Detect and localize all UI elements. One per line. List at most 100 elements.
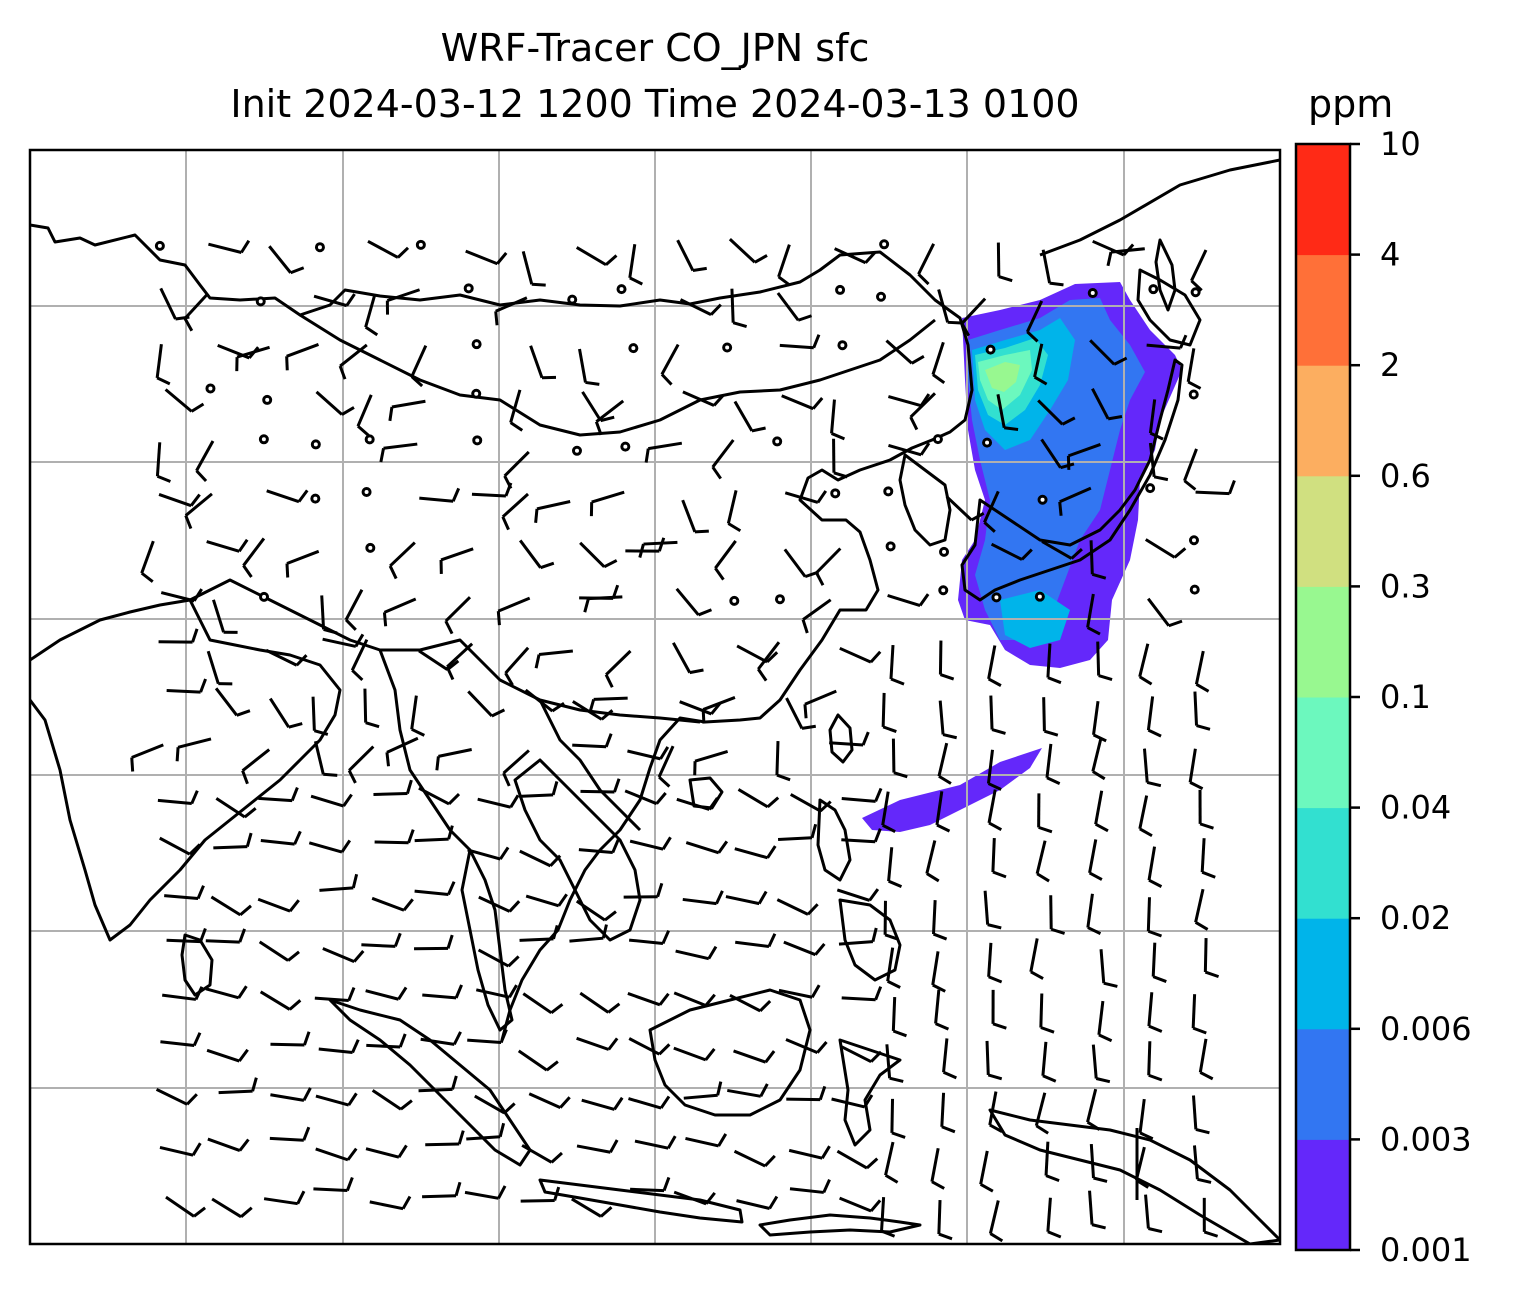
calm-marker [1188, 389, 1199, 400]
map-title-line2: Init 2024-03-12 1200 Time 2024-03-13 010… [230, 82, 1080, 126]
colorbar: 0.001 0.003 0.006 0.02 0.04 0.1 0.3 0.6 2 4 10 [1294, 125, 1472, 1269]
wind-barb [519, 924, 559, 942]
wind-barb [1190, 249, 1208, 292]
wind-barb [1191, 1095, 1210, 1135]
wind-barb [1044, 1141, 1060, 1183]
wind-barb [1041, 1041, 1057, 1083]
wind-barb [285, 549, 320, 578]
wind-barb [205, 928, 247, 944]
wind-barb [263, 1190, 306, 1206]
colorbar-segment [1296, 475, 1350, 587]
wind-barb [521, 1144, 563, 1164]
wind-barb [140, 540, 155, 583]
wind-barb [777, 244, 791, 287]
wind-barb [931, 951, 946, 993]
colorbar-segment [1296, 697, 1350, 809]
wind-barb [623, 882, 664, 899]
colorbar-segment [1296, 807, 1350, 919]
wind-barb [164, 388, 205, 413]
wind-barb [989, 695, 1006, 735]
wind-barb [789, 1179, 831, 1194]
wind-barb [517, 1049, 559, 1072]
wind-barb [356, 394, 373, 437]
wind-barb [841, 828, 882, 844]
wind-barb [422, 984, 463, 1000]
wind-barb [1191, 994, 1207, 1035]
wind-barb [580, 778, 621, 794]
wind-barb [815, 547, 842, 586]
wind-barb [736, 1195, 779, 1210]
map-gridlines [30, 150, 1280, 1244]
map-frame [28, 148, 1282, 1246]
calm-marker [879, 239, 890, 250]
coastlines [30, 158, 1280, 1244]
wind-barb [979, 1150, 994, 1193]
wind-barb [628, 1037, 671, 1056]
wind-barb [1089, 1143, 1108, 1183]
wind-barb [1086, 1088, 1101, 1131]
wind-barb [258, 940, 300, 962]
wind-barb [206, 1048, 249, 1063]
wind-barb [208, 239, 251, 254]
wind-barb [803, 689, 837, 719]
colorbar-tick-label: 0.04 [1380, 789, 1451, 827]
wind-barb [313, 1176, 354, 1193]
colorbar-segment [1296, 586, 1350, 698]
coast-hokkaido [1136, 268, 1202, 347]
wind-barb [371, 1089, 413, 1111]
wind-barb [1089, 540, 1107, 580]
colorbar-segment [1296, 144, 1350, 256]
wind-barb [166, 678, 207, 694]
calm-marker [364, 434, 375, 445]
calm-marker [310, 493, 321, 504]
wind-barb [840, 1045, 883, 1064]
wind-barb [778, 984, 821, 999]
wind-barb [730, 288, 748, 328]
wind-barb [269, 697, 303, 729]
calm-marker [463, 283, 474, 294]
wind-barb [160, 588, 203, 603]
wind-barb [379, 442, 418, 463]
wind-barb [466, 1122, 506, 1141]
wind-barb [1194, 888, 1209, 931]
wind-barb [937, 289, 962, 325]
wind-barb [1091, 388, 1123, 421]
wind-barb [589, 490, 625, 517]
wind-barb [788, 1145, 831, 1160]
wind-barb [983, 890, 1002, 930]
wind-barb [1034, 1092, 1049, 1135]
wind-barb [937, 1200, 953, 1241]
wind-barb [783, 940, 826, 957]
wind-barb [420, 1031, 462, 1046]
wind-barb [1147, 1041, 1163, 1082]
colorbar-tick-label: 0.006 [1380, 1010, 1472, 1048]
calm-marker [314, 242, 325, 253]
wind-barb [1202, 1197, 1219, 1238]
colorbar-unit-label: ppm [1308, 82, 1394, 126]
wind-barb [983, 490, 1000, 533]
map-title-line1: WRF-Tracer CO_JPN sfc [440, 26, 870, 70]
wind-barb [627, 992, 670, 1007]
calm-marker [876, 291, 887, 302]
wind-barb [727, 1083, 769, 1098]
wind-barb [1099, 949, 1118, 988]
wind-barb [1146, 334, 1188, 350]
wind-barb [733, 400, 766, 433]
calm-marker [835, 284, 846, 295]
wind-barb [937, 742, 952, 785]
wind-barb [1148, 399, 1164, 441]
wind-barb [471, 482, 513, 498]
wind-barb [385, 288, 421, 315]
wind-barb [576, 1139, 619, 1154]
wind-barb [320, 595, 338, 635]
wind-barb [258, 787, 299, 803]
wind-barb [265, 648, 308, 667]
wind-barb [257, 897, 300, 913]
wind-barb [1134, 1146, 1150, 1189]
wind-barb [425, 1130, 465, 1147]
wind-barb [890, 1098, 906, 1139]
wind-barb [165, 1195, 207, 1218]
wind-barb [675, 587, 713, 617]
wind-barb [734, 845, 777, 860]
wind-barb [522, 992, 564, 1015]
